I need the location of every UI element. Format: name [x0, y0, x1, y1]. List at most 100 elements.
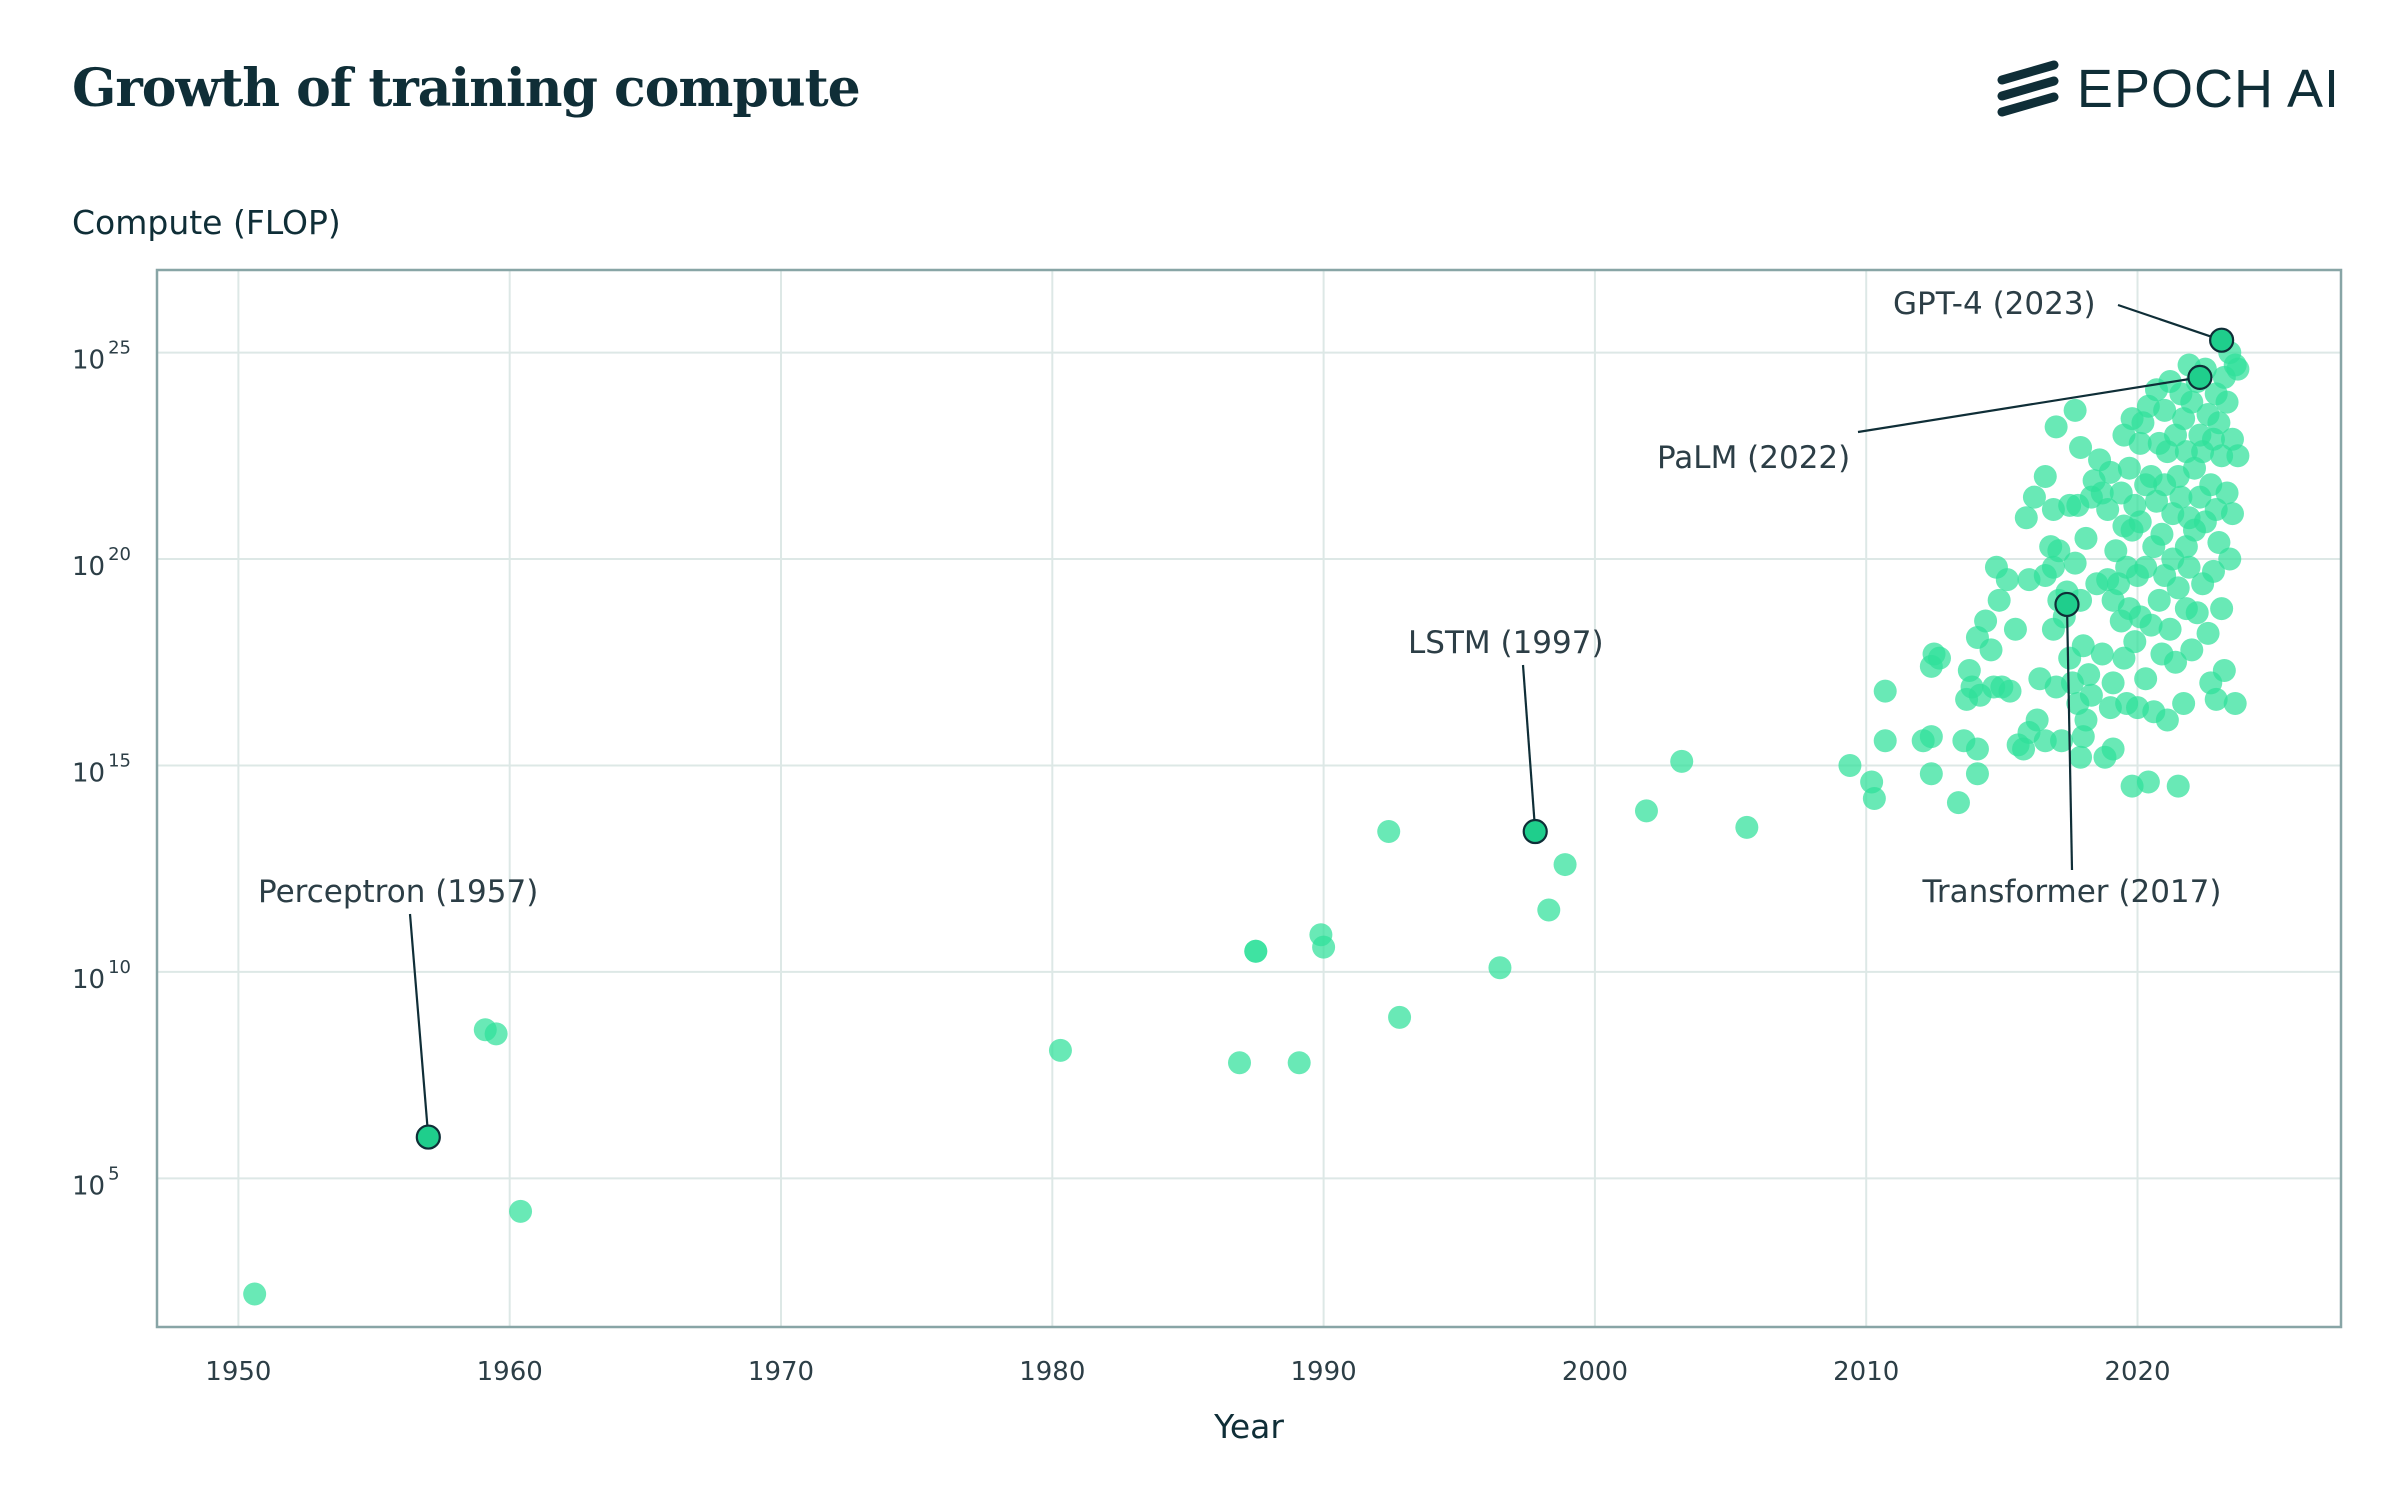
data-point [2185, 601, 2209, 625]
data-point [1388, 1005, 1412, 1029]
data-point [1974, 609, 1998, 633]
data-point [2022, 485, 2046, 509]
data-point [2123, 630, 2147, 654]
data-points [243, 341, 2250, 1306]
annotation-label: GPT-4 (2023) [1893, 286, 2096, 322]
annotation-leader-line [1521, 664, 1537, 832]
data-point [2101, 737, 2125, 761]
data-point [2074, 526, 2098, 550]
data-point [1965, 762, 1989, 786]
data-point [2033, 729, 2057, 753]
data-point [1919, 762, 1943, 786]
data-point [2210, 444, 2234, 468]
data-point [1873, 679, 1897, 703]
plot-frame [155, 268, 2343, 1329]
data-point [1537, 898, 1561, 922]
y-tick-label: 10 25 [72, 338, 131, 376]
annotation-label: Perceptron (1957) [258, 874, 538, 910]
data-point [2033, 464, 2057, 488]
data-point [484, 1022, 508, 1046]
y-tick-base: 10 [72, 758, 105, 788]
annotation-label: LSTM (1997) [1408, 625, 1604, 661]
highlighted-point [2187, 364, 2213, 390]
logo-text: EPOCH AI [2076, 59, 2340, 119]
data-point [1873, 729, 1897, 753]
data-point [2128, 510, 2152, 534]
annotation-leader-line [408, 913, 430, 1138]
x-tick-label: 1970 [748, 1357, 814, 1387]
data-point [2136, 770, 2160, 794]
x-tick-labels: 1950 1960 1970 1980 1990 2000 2010 2020 [205, 1357, 2170, 1387]
y-tick-label: 10 5 [72, 1163, 120, 1201]
data-point [2223, 692, 2247, 716]
data-point [2177, 555, 2201, 579]
x-tick-label: 1980 [1019, 1357, 1085, 1387]
data-point [2180, 390, 2204, 414]
data-point [2166, 576, 2190, 600]
x-tick-label: 2020 [2104, 1357, 2170, 1387]
x-tick-label: 1950 [205, 1357, 271, 1387]
data-point [509, 1199, 533, 1223]
x-tick-label: 1990 [1291, 1357, 1357, 1387]
highlighted-point [1522, 818, 1548, 845]
data-point [2096, 497, 2120, 521]
annotation-leader-line [1857, 376, 2201, 434]
data-point [2212, 659, 2236, 683]
annotation-leader-line [2117, 303, 2222, 342]
data-point [2104, 539, 2128, 563]
data-point [2158, 617, 2182, 641]
y-tick-exponent: 10 [108, 957, 131, 978]
gridlines [157, 270, 2341, 1327]
data-point [1735, 815, 1759, 839]
y-axis-title: Compute (FLOP) [72, 203, 341, 242]
annotation-label: PaLM (2022) [1657, 440, 1850, 476]
data-point [2101, 671, 2125, 695]
data-point [2069, 745, 2093, 769]
data-point [2226, 444, 2250, 468]
highlighted-point [2209, 327, 2235, 353]
data-point [2077, 663, 2101, 687]
y-tick-base: 10 [72, 965, 105, 995]
x-tick-label: 2010 [1833, 1357, 1899, 1387]
y-tick-exponent: 15 [108, 750, 131, 771]
data-point [2079, 683, 2103, 707]
data-point [1634, 799, 1658, 823]
chart-title: Growth of training compute [72, 58, 861, 119]
y-tick-exponent: 5 [108, 1163, 119, 1184]
x-tick-label: 2000 [1562, 1357, 1628, 1387]
data-point [2025, 708, 2049, 732]
data-point [2215, 390, 2239, 414]
data-point [2164, 650, 2188, 674]
data-point [1488, 956, 1512, 980]
y-tick-exponent: 20 [108, 544, 131, 565]
data-point [2090, 642, 2114, 666]
data-point [2215, 481, 2239, 505]
data-point [1670, 749, 1694, 773]
data-point [2044, 415, 2068, 439]
highlighted-models: Perceptron (1957) LSTM (1997) Transformer … [258, 286, 2235, 1150]
annotation-label: Transformer (2017) [1922, 874, 2222, 910]
y-tick-base: 10 [72, 346, 105, 376]
data-point [1838, 753, 1862, 777]
data-point [2063, 398, 2087, 422]
data-point [2226, 357, 2250, 381]
data-point [2220, 502, 2244, 526]
data-point [1287, 1051, 1311, 1075]
data-point [2112, 646, 2136, 670]
x-axis-title: Year [1213, 1407, 1284, 1446]
data-point [2128, 431, 2152, 455]
data-point [243, 1282, 267, 1306]
data-point [1979, 638, 2003, 662]
data-point [1377, 820, 1401, 844]
data-point [1244, 939, 1268, 963]
plot-border [155, 268, 2343, 1329]
data-point [2014, 506, 2038, 530]
highlighted-point [415, 1124, 441, 1150]
y-tick-exponent: 25 [108, 338, 131, 359]
x-tick-label: 1960 [477, 1357, 543, 1387]
data-point [1927, 646, 1951, 670]
data-point [2134, 667, 2158, 691]
data-point [2047, 539, 2071, 563]
data-point [1919, 725, 1943, 749]
